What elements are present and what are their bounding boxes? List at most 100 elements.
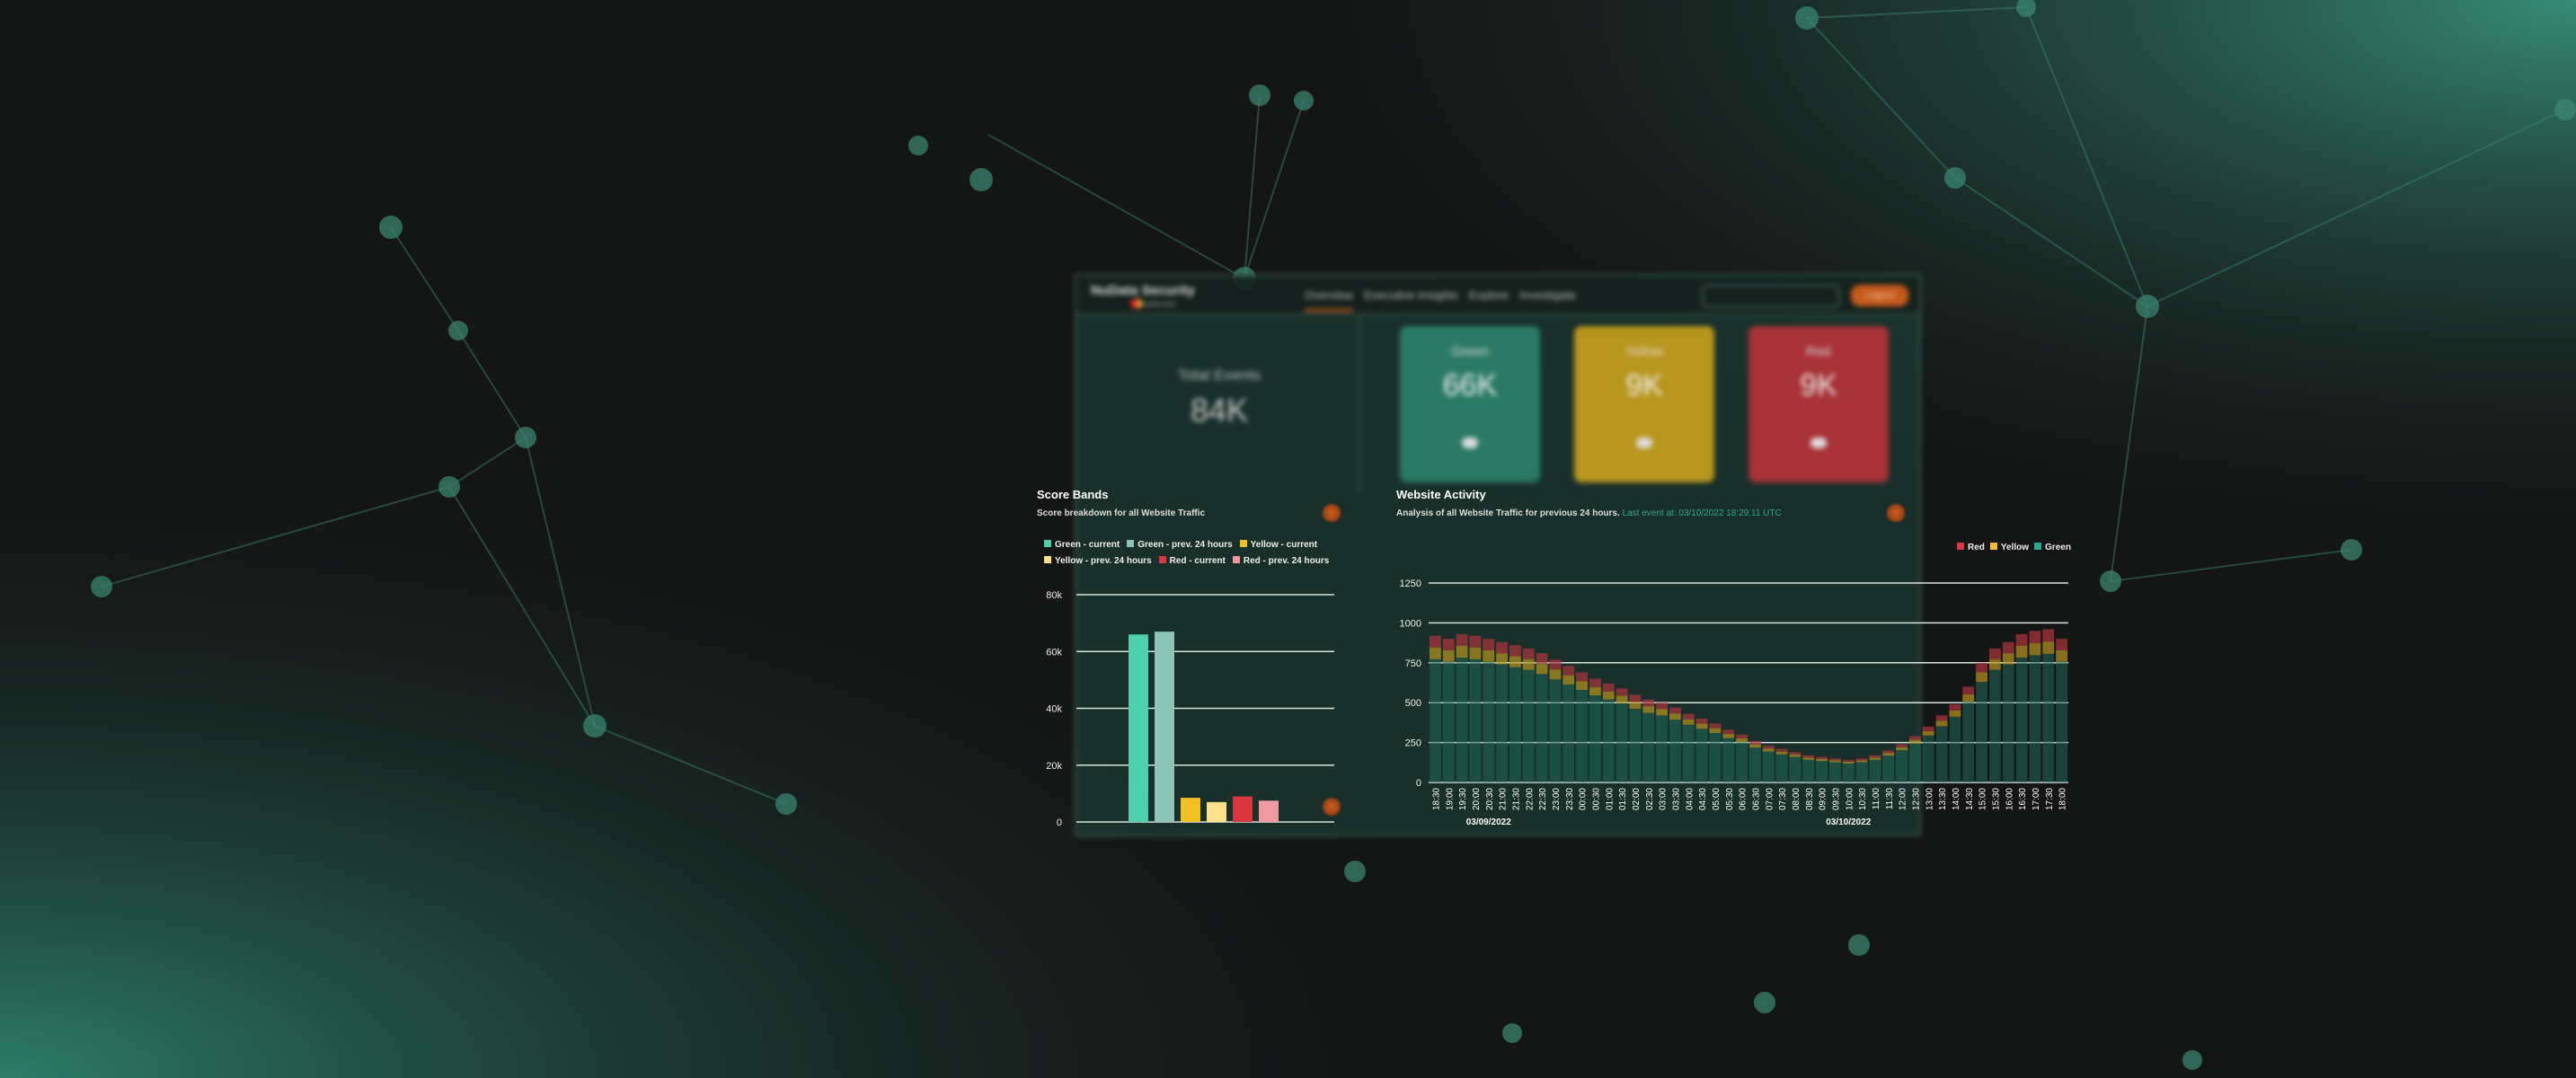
score-bands-legend: Green - current Green - prev. 24 hours Yel…: [1044, 537, 1341, 570]
score-bands-title: Score Bands: [1037, 488, 1109, 501]
bar-segment-green: [1536, 674, 1548, 782]
x-tick-label: 17:30: [2045, 788, 2055, 810]
x-tick-label: 06:30: [1751, 788, 1761, 810]
red-card-value: 9K: [1800, 368, 1837, 402]
bar-segment-red: [1855, 758, 1868, 761]
x-tick-label: 23:00: [1552, 788, 1562, 810]
x-tick-label: 08:00: [1792, 788, 1801, 810]
bar-segment-red: [1935, 715, 1948, 721]
x-tick-label: 04:00: [1685, 788, 1695, 810]
yellow-toggle[interactable]: [1636, 437, 1652, 448]
bar-segment-green: [1722, 738, 1735, 782]
main-nav: Overview Executive Insights Explore Inve…: [1305, 288, 1576, 312]
x-tick-label: 03:30: [1671, 788, 1681, 810]
nav-overview[interactable]: Overview: [1305, 288, 1354, 312]
bar-segment-yellow: [1709, 728, 1722, 733]
legend-item[interactable]: Red: [1957, 543, 1985, 552]
legend-item[interactable]: Green: [2034, 543, 2071, 552]
mastercard-logo-icon: [1130, 299, 1143, 308]
website-activity-menu-button[interactable]: [1887, 504, 1905, 522]
nav-executive-insights[interactable]: Executive Insights: [1364, 288, 1458, 302]
red-toggle[interactable]: [1810, 437, 1827, 448]
bar-segment-yellow: [1522, 658, 1535, 670]
bar-segment-yellow: [1695, 723, 1708, 729]
bar-segment-green: [1869, 759, 1881, 782]
x-tick-label: 09:00: [1819, 788, 1828, 810]
bar-segment-yellow: [1629, 702, 1642, 709]
bar-segment-yellow: [1562, 675, 1575, 685]
bar-segment-red: [1736, 734, 1748, 738]
y-tick-label: 0: [1416, 778, 1421, 789]
legend-item[interactable]: Red - current: [1158, 553, 1226, 570]
bar-segment-green: [1456, 658, 1468, 782]
bar-segment-yellow: [1483, 649, 1495, 662]
bar-segment-red: [1602, 683, 1615, 692]
x-tick-label: 06:00: [1739, 788, 1748, 810]
x-tick-label: 05:00: [1712, 788, 1722, 810]
bar-segment-red: [1816, 756, 1828, 759]
green-card-value: 66K: [1442, 368, 1498, 402]
x-tick-label: 22:30: [1538, 788, 1548, 810]
bar-segment-red: [1616, 688, 1628, 696]
legend-item[interactable]: Green - prev. 24 hours: [1127, 537, 1233, 553]
bar-segment-red: [1695, 718, 1708, 724]
x-tick-label: 20:00: [1472, 788, 1482, 810]
bar-segment-yellow: [1935, 720, 1948, 727]
bar-segment-green: [1483, 661, 1495, 782]
legend-item[interactable]: Yellow - prev. 24 hours: [1044, 553, 1152, 570]
bar-segment-yellow: [1536, 663, 1548, 675]
bar-segment-red: [1976, 662, 1987, 673]
bar-segment-yellow: [1442, 649, 1455, 662]
bar-segment-yellow: [1722, 734, 1735, 738]
bar-segment-red: [1789, 752, 1801, 755]
bar-segment-yellow: [1749, 744, 1761, 748]
legend-swatch: [2034, 543, 2042, 550]
search-select[interactable]: [1702, 285, 1840, 308]
website-activity-chart: 0 250 500 750 1000 1250 18:30 19:00 19:30 20:00 20…: [1400, 579, 2068, 827]
nav-explore[interactable]: Explore: [1468, 288, 1509, 302]
bar-segment-green: [1829, 762, 1841, 782]
bar-segment-yellow: [2056, 649, 2067, 662]
x-tick-label: 12:00: [1899, 788, 1908, 810]
bar-segment-green: [1496, 664, 1508, 782]
green-toggle[interactable]: [1462, 437, 1478, 448]
bar-segment-yellow: [1909, 739, 1921, 744]
legend-label: Green - prev. 24 hours: [1138, 540, 1233, 550]
x-tick-label: 16:30: [2018, 788, 2028, 810]
bar-segment-red: [1469, 635, 1482, 648]
nav-investigate[interactable]: Investigate: [1519, 288, 1576, 302]
panel-menu-button[interactable]: [1323, 798, 1341, 816]
x-tick-label: 18:30: [1431, 788, 1441, 810]
bar-segment-yellow: [1842, 762, 1855, 764]
x-tick-label: 04:30: [1698, 788, 1708, 810]
bar-segment-yellow: [1869, 757, 1881, 760]
y-tick-label: 0: [1057, 817, 1062, 828]
y-tick-label: 1000: [1400, 618, 1421, 629]
bar-segment-yellow: [1802, 757, 1815, 760]
bar-segment-red: [2002, 641, 2014, 654]
bar-segment-green: [1816, 761, 1828, 782]
legend-item[interactable]: Red - prev. 24 hours: [1232, 553, 1329, 570]
x-tick-label: 07:30: [1778, 788, 1788, 810]
legend-item[interactable]: Yellow - current: [1239, 537, 1317, 553]
score-bands-menu-button[interactable]: [1323, 504, 1341, 522]
legend-item[interactable]: Yellow: [1989, 543, 2029, 552]
bar-segment-green: [1430, 658, 1441, 782]
bar-segment-green: [2002, 664, 2014, 782]
bar-segment-red: [1483, 639, 1495, 650]
legend-swatch: [1957, 543, 1964, 550]
bar-yellow-prev-24-hours: [1207, 801, 1226, 822]
bar-segment-yellow: [1775, 751, 1788, 755]
bar-segment-red: [2029, 631, 2041, 643]
bar-segment-yellow: [1736, 738, 1748, 743]
legend-swatch: [1127, 540, 1135, 547]
bar-segment-green: [1962, 702, 1975, 782]
bar-segment-yellow: [1602, 691, 1615, 700]
bar-segment-green: [1949, 716, 1961, 782]
bar-segment-green: [1855, 762, 1868, 782]
bar-segment-red: [1589, 678, 1601, 687]
logout-button[interactable]: Logout: [1851, 285, 1908, 306]
bar-segment-green: [1762, 751, 1775, 782]
website-activity-legend: Red Yellow Green: [1952, 543, 2071, 552]
legend-item[interactable]: Green - current: [1044, 537, 1120, 553]
